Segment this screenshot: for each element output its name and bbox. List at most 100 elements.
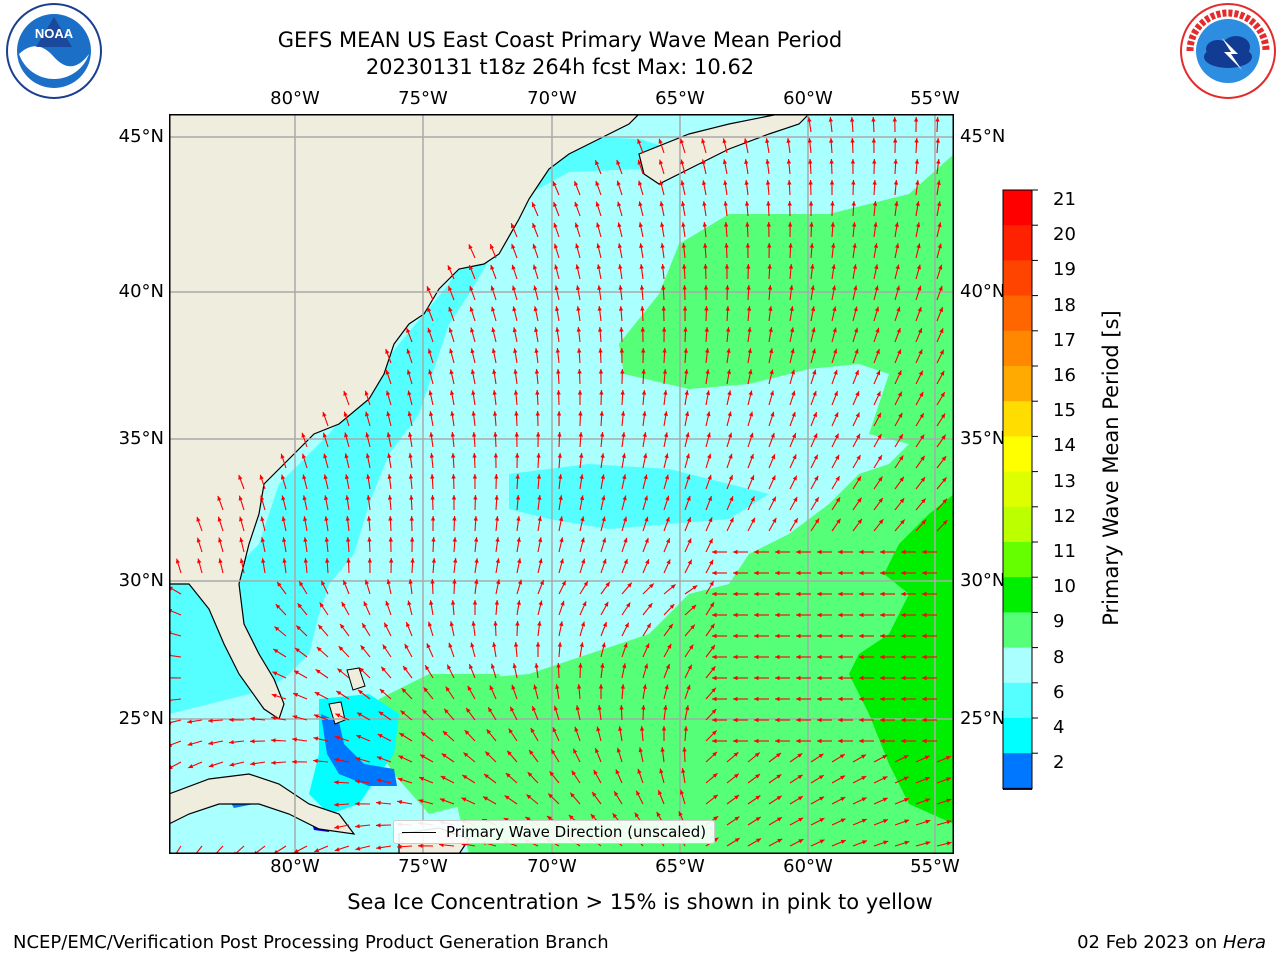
wave-direction-arrowhead <box>941 434 946 440</box>
wave-direction-arrowhead <box>659 201 664 207</box>
wave-direction-arrowhead <box>621 432 626 437</box>
wave-direction-arrowhead <box>381 666 386 672</box>
wave-direction-arrowhead <box>904 840 910 845</box>
wave-direction-arrowhead <box>712 633 717 639</box>
wave-direction-arrowhead <box>770 411 775 417</box>
wave-direction-arrowhead <box>893 159 898 164</box>
wave-direction-arrowhead <box>418 843 423 848</box>
wave-direction-arrowhead <box>728 475 733 480</box>
wave-direction-arrowhead <box>647 603 653 609</box>
wave-direction-arrowhead <box>712 675 717 681</box>
wave-direction-arrowhead <box>592 791 597 797</box>
wave-direction-arrowhead <box>831 285 837 291</box>
wave-direction-arrowhead <box>453 558 458 563</box>
wave-direction-arrowhead <box>734 816 740 821</box>
wave-direction-arrowhead <box>838 717 843 723</box>
wave-direction-arrowhead <box>724 222 729 227</box>
wave-direction-arrowhead <box>744 201 750 206</box>
wave-direction-arrowhead <box>334 824 340 830</box>
wave-direction-arrowhead <box>277 581 282 587</box>
wave-direction-arrowhead <box>893 138 898 143</box>
wave-direction-arrowhead <box>946 777 952 782</box>
wave-direction-arrowhead <box>733 633 738 639</box>
wave-direction-arrowhead <box>681 243 686 248</box>
wave-direction-arrowhead <box>915 201 920 206</box>
wave-direction-arrowhead <box>659 768 664 774</box>
wave-direction-arrowhead <box>833 369 838 375</box>
wave-direction-arrowhead <box>532 223 537 228</box>
wave-direction-arrowhead <box>365 411 370 417</box>
wave-direction-arrowhead <box>552 727 557 733</box>
wave-direction-arrowhead <box>598 327 603 332</box>
wave-direction-arrowhead <box>516 537 521 542</box>
wave-direction-arrowhead <box>599 411 604 416</box>
wave-direction-arrowhead <box>366 495 371 500</box>
wave-direction-arrowhead <box>618 264 623 269</box>
wave-direction-arrowhead <box>364 579 369 585</box>
wave-direction-arrowhead <box>517 579 523 585</box>
wave-direction-arrowhead <box>313 758 318 764</box>
wave-direction-arrowhead <box>838 633 843 639</box>
wave-direction-arrowhead <box>935 138 940 143</box>
wave-direction-arrowhead <box>882 776 888 781</box>
wave-direction-arrowhead <box>576 684 582 689</box>
wave-direction-arrowhead <box>859 675 864 681</box>
wave-direction-arrowhead <box>516 600 521 605</box>
wave-direction-arrowhead <box>430 495 435 500</box>
wave-direction-arrowhead <box>817 570 822 576</box>
colorbar-tick-label: 10 <box>1053 576 1076 598</box>
wave-direction-arrowhead <box>526 794 532 799</box>
wave-direction-arrowhead <box>643 663 649 669</box>
colorbar-title: Primary Wave Mean Period [s] <box>1099 310 1124 626</box>
wave-direction-arrowhead <box>619 327 624 332</box>
wave-direction-arrowhead <box>750 475 755 481</box>
wave-direction-arrowhead <box>638 747 643 753</box>
wave-direction-arrowhead <box>553 243 558 249</box>
wave-direction-arrowhead <box>861 776 867 781</box>
wave-direction-arrowhead <box>556 369 561 374</box>
wave-direction-arrowhead <box>397 844 402 849</box>
wave-direction-arrowhead <box>775 696 780 702</box>
wave-direction-arrowhead <box>852 264 857 270</box>
wave-direction-arrowhead <box>492 369 497 374</box>
wave-direction-arrowhead <box>767 264 772 269</box>
wave-direction-arrowhead <box>536 474 542 479</box>
wave-direction-arrowhead <box>809 222 814 227</box>
wave-direction-arrowhead <box>791 390 796 396</box>
wave-direction-arrowhead <box>857 497 862 503</box>
wave-direction-arrowhead <box>386 390 391 396</box>
wave-direction-arrowhead <box>217 516 222 522</box>
wave-direction-arrowhead <box>898 434 903 440</box>
wave-direction-arrowhead <box>575 264 580 270</box>
wave-direction-arrowhead <box>271 738 276 743</box>
wave-direction-arrowhead <box>515 474 520 479</box>
wave-direction-arrowhead <box>749 454 754 459</box>
wave-direction-arrowhead <box>334 847 340 852</box>
wave-direction-arrowhead <box>839 754 845 759</box>
wave-direction-arrowhead <box>355 801 360 806</box>
colorbar-segment <box>1003 295 1032 332</box>
wave-direction-arrowhead <box>576 327 581 332</box>
wave-direction-arrowhead <box>709 602 715 608</box>
wave-direction-arrowhead <box>470 369 476 375</box>
wave-direction-arrowhead <box>229 740 234 745</box>
wave-direction-arrowhead <box>796 549 801 555</box>
wave-direction-arrowhead <box>463 752 469 757</box>
wave-direction-arrowhead <box>814 497 819 503</box>
ocean-period-9-10-east <box>439 154 954 854</box>
wave-direction-arrowhead <box>938 285 943 291</box>
wave-direction-arrowhead <box>507 750 512 756</box>
wave-direction-arrowhead <box>409 516 414 521</box>
wave-direction-arrowhead <box>615 769 620 775</box>
wave-direction-arrowhead <box>419 777 425 781</box>
wave-direction-arrowhead <box>376 845 381 850</box>
colorbar-tick-label: 9 <box>1053 611 1065 633</box>
wave-direction-arrowhead <box>535 390 540 395</box>
lat-tick-right-40n: 40°N <box>960 281 1006 302</box>
wave-direction-arrowhead <box>835 454 840 460</box>
wave-direction-arrowhead <box>299 581 304 587</box>
wave-direction-arrowhead <box>745 243 750 248</box>
wave-direction-arrowhead <box>748 369 753 375</box>
wave-direction-arrowhead <box>733 696 738 702</box>
wave-direction-arrowhead <box>338 646 344 651</box>
